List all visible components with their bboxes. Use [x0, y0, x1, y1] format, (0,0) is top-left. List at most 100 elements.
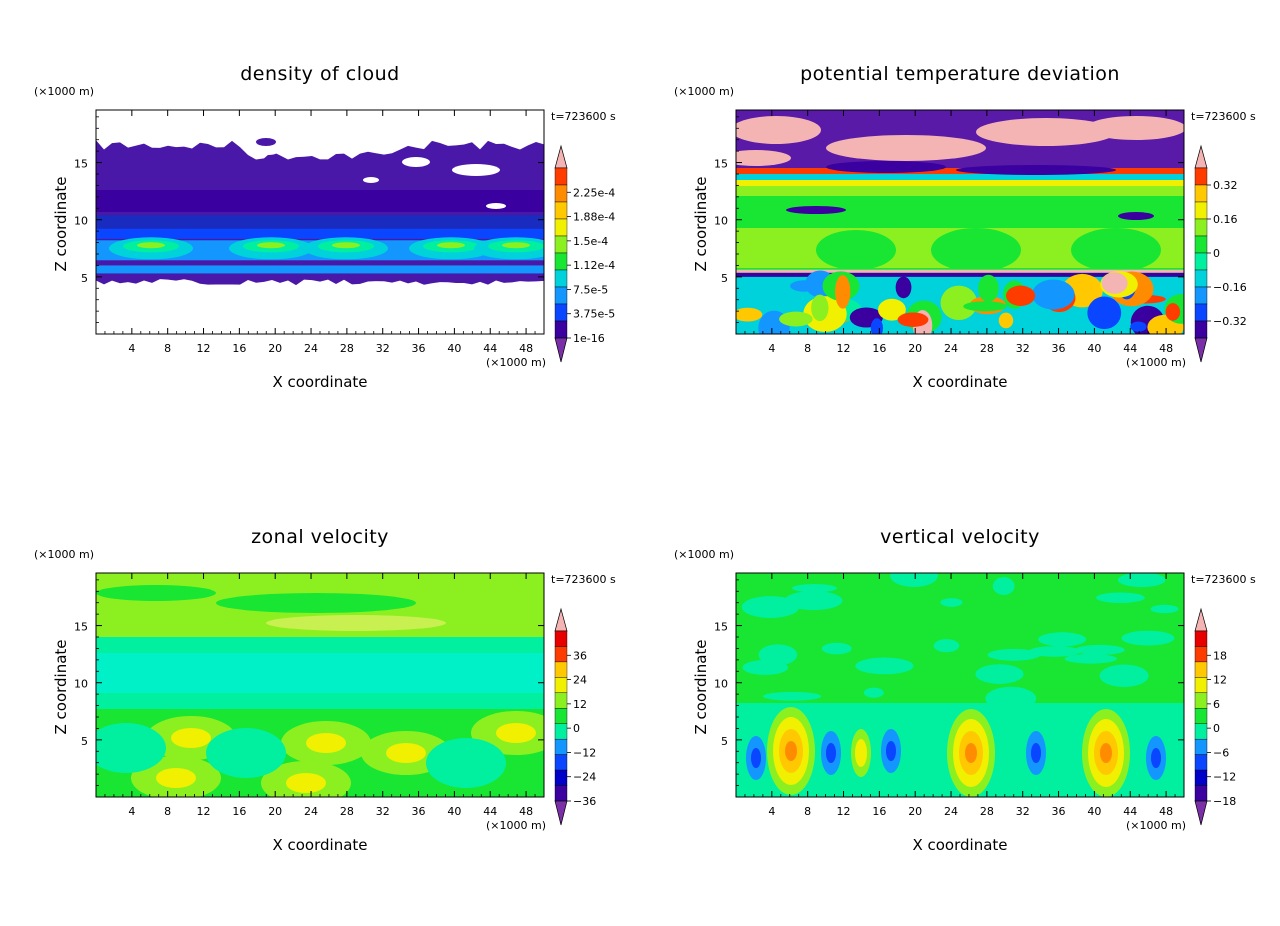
x-unit-label: (×1000 m) [486, 356, 546, 369]
band [96, 653, 544, 693]
colorbar-band [1194, 723, 1208, 740]
cell [426, 738, 506, 788]
y-tick-label: 10 [74, 215, 88, 228]
colorbar-label: 18 [1213, 649, 1227, 662]
colorbar-band [554, 754, 568, 771]
cell [791, 584, 838, 593]
chart-potential-temperature-deviation: potential temperature deviation (×1000 m… [674, 63, 1256, 391]
eddy [895, 276, 912, 299]
cell [137, 242, 165, 249]
gap [452, 164, 500, 176]
cell [890, 573, 938, 587]
x-tick-label: 48 [1159, 342, 1173, 355]
time-label: t=723600 s [551, 110, 616, 123]
colorbar: 0.32 0.16 0 −0.16 −0.32 [1194, 144, 1247, 363]
colorbar-band [1194, 201, 1208, 220]
warm-patch [736, 116, 821, 144]
colorbar-band [1194, 320, 1208, 339]
cell [1099, 664, 1149, 688]
colorbar-band [554, 661, 568, 678]
x-axis-label: X coordinate [912, 373, 1007, 391]
chart-title: zonal velocity [251, 526, 389, 548]
x-tick-label: 20 [908, 805, 922, 818]
chart-density-of-cloud: density of cloud (×1000 m) t=723600 s 4 8… [34, 63, 616, 391]
colorbar-label: −0.32 [1213, 315, 1247, 328]
x-tick-label: 16 [872, 805, 886, 818]
eddy [736, 307, 763, 322]
colorbar-label: 1.5e-4 [573, 235, 608, 248]
colorbar-extend-top [1194, 607, 1208, 632]
band [96, 190, 544, 212]
x-tick-label: 12 [837, 342, 851, 355]
eddy [897, 312, 929, 327]
y-tick-label: 5 [721, 735, 728, 748]
updraft [785, 741, 797, 761]
colorbar-band [1194, 252, 1208, 271]
x-tick-label: 4 [128, 805, 135, 818]
x-tick-label: 32 [376, 805, 390, 818]
colorbar-band [554, 252, 568, 271]
colorbar: 18 12 6 0 −6 −12 −18 [1194, 607, 1236, 826]
colorbar-extend-bottom [1194, 800, 1208, 826]
cell [816, 230, 896, 270]
x-tick-label: 4 [128, 342, 135, 355]
x-tick-label: 24 [944, 805, 958, 818]
y-axis-label: Z coordinate [692, 176, 710, 271]
colorbar-band [554, 738, 568, 755]
cell [1074, 644, 1125, 655]
band [736, 168, 1184, 176]
colorbar-label: −24 [573, 771, 596, 784]
colorbar-band [554, 218, 568, 237]
y-axis-label: Z coordinate [52, 639, 70, 734]
chart-title: density of cloud [240, 63, 400, 85]
panel-zonal-velocity: zonal velocity (×1000 m) t=723600 s 4 8 12… [0, 463, 640, 926]
colorbar-label: −0.16 [1213, 281, 1247, 294]
cell [1150, 604, 1179, 614]
x-axis-label: X coordinate [272, 836, 367, 854]
cell [763, 691, 822, 701]
gap [402, 157, 430, 167]
time-label: t=723600 s [551, 573, 616, 586]
cell [1121, 630, 1175, 646]
x-tick-label: 32 [1016, 805, 1030, 818]
x-tick-label: 24 [944, 342, 958, 355]
plot-area [736, 573, 1184, 797]
colorbar-label: 24 [573, 674, 587, 687]
x-tick-label: 8 [164, 342, 171, 355]
cell [741, 596, 800, 619]
time-label: t=723600 s [1191, 573, 1256, 586]
colorbar-band [1194, 785, 1208, 802]
warm-patch [736, 150, 791, 166]
colorbar-label: 0 [573, 722, 580, 735]
cell [1096, 592, 1145, 603]
x-tick-label: 12 [837, 805, 851, 818]
colorbar-band [1194, 708, 1208, 724]
x-unit-label: (×1000 m) [1126, 356, 1186, 369]
colorbar-label: −12 [1213, 771, 1236, 784]
x-tick-label: 36 [412, 342, 426, 355]
x-tick-label: 40 [1087, 805, 1101, 818]
colorbar-label: 12 [573, 698, 587, 711]
colorbar-band [1194, 235, 1208, 254]
cell [855, 657, 914, 675]
inversion [736, 272, 1184, 279]
cell [256, 138, 276, 146]
x-tick-label: 40 [1087, 342, 1101, 355]
colorbar-extend-top [554, 144, 568, 169]
cold-patch [786, 206, 846, 214]
cell [933, 639, 960, 653]
x-tick-label: 48 [1159, 805, 1173, 818]
x-tick-label: 8 [804, 805, 811, 818]
cell [1071, 228, 1161, 272]
y-tick-label: 15 [714, 158, 728, 171]
eddy [963, 301, 1008, 312]
cell [758, 644, 798, 666]
chart-zonal-velocity: zonal velocity (×1000 m) t=723600 s 4 8 12… [34, 526, 616, 854]
eddy [790, 280, 819, 292]
colorbar-band [554, 201, 568, 220]
x-tick-label: 16 [232, 342, 246, 355]
